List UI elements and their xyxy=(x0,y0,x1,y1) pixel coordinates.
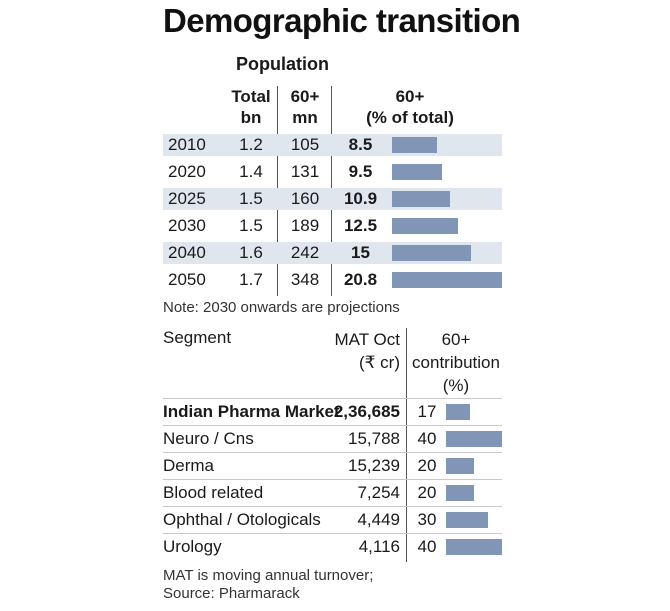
sixty-mn-cell: 242 xyxy=(290,243,320,262)
header-sixty-line2: mn xyxy=(292,108,318,127)
segment-row-rule xyxy=(163,533,502,560)
segment-row-rule xyxy=(163,479,502,506)
pct-value-label: 10.9 xyxy=(343,189,378,208)
segment-name: Blood related xyxy=(163,483,264,502)
mat-value: 15,239 xyxy=(348,456,400,475)
contrib-header: 60+ contribution (%) xyxy=(408,328,504,397)
header-sixty: 60+ mn xyxy=(284,86,326,128)
segment-name: Neuro / Cns xyxy=(163,429,254,448)
row-band xyxy=(163,188,502,210)
mat-header-line1: MAT Oct xyxy=(334,330,401,349)
header-total-line1: Total xyxy=(231,87,271,106)
header-pct-line2: (% of total) xyxy=(366,108,454,127)
contribution-value: 20 xyxy=(417,456,437,475)
total-bn-cell: 1.7 xyxy=(239,270,263,289)
pct-bar xyxy=(392,191,450,207)
contribution-value: 20 xyxy=(417,483,437,502)
pct-bar xyxy=(392,137,437,153)
mat-header: MAT Oct (₹ cr) xyxy=(318,328,401,374)
contribution-value: 40 xyxy=(417,429,437,448)
mat-value: 4,449 xyxy=(357,510,400,529)
contrib-header-line1: 60+ xyxy=(441,330,471,349)
contribution-bar xyxy=(446,404,470,420)
contribution-value: 30 xyxy=(417,510,437,529)
contribution-value: 40 xyxy=(417,537,437,556)
pct-bar xyxy=(392,218,458,234)
segment-name: Derma xyxy=(163,456,215,475)
header-total-line2: bn xyxy=(240,108,262,127)
segment-name: Indian Pharma Market xyxy=(163,402,340,421)
sixty-mn-cell: 348 xyxy=(290,270,320,289)
mat-value: 7,254 xyxy=(357,483,400,502)
header-sixty-line1: 60+ xyxy=(290,87,320,106)
total-bn-cell: 1.4 xyxy=(239,162,263,181)
population-header: Population xyxy=(236,54,329,74)
year-cell: 2020 xyxy=(168,162,206,181)
segment-row-rule xyxy=(163,398,502,425)
pct-value-label: 12.5 xyxy=(343,216,378,235)
pct-value-label: 20.8 xyxy=(343,270,378,289)
contrib-header-line3: (%) xyxy=(442,376,470,395)
segment-row-rule xyxy=(163,506,502,533)
sixty-mn-cell: 189 xyxy=(290,216,320,235)
contribution-bar xyxy=(446,512,488,528)
pct-bar xyxy=(392,164,442,180)
total-bn-cell: 1.5 xyxy=(239,189,263,208)
header-total: Total bn xyxy=(228,86,274,128)
header-pct: 60+ (% of total) xyxy=(350,86,470,128)
chart-title: Demographic transition xyxy=(163,2,521,39)
pct-value-label: 9.5 xyxy=(348,162,373,181)
segment-row-rule xyxy=(163,425,502,452)
segment-row-rule xyxy=(163,452,502,479)
sixty-mn-cell: 131 xyxy=(290,162,320,181)
footnote-source: Source: Pharmarack xyxy=(163,585,300,602)
total-bn-cell: 1.2 xyxy=(239,135,263,154)
pct-value-label: 8.5 xyxy=(348,135,373,154)
total-bn-cell: 1.5 xyxy=(239,216,263,235)
total-bn-cell: 1.6 xyxy=(239,243,263,262)
pct-value-label: 15 xyxy=(351,243,370,262)
segment-name: Urology xyxy=(163,537,222,556)
row-band xyxy=(163,134,502,156)
contribution-bar xyxy=(446,485,474,501)
contribution-bar xyxy=(446,458,474,474)
projection-note: Note: 2030 onwards are projections xyxy=(163,299,400,316)
segment-name: Ophthal / Otologicals xyxy=(163,510,321,529)
year-cell: 2025 xyxy=(168,189,206,208)
contribution-bar xyxy=(446,539,502,555)
year-cell: 2040 xyxy=(168,243,206,262)
mat-header-line2: (₹ cr) xyxy=(358,353,400,372)
footnote-line1: MAT is moving annual turnover; xyxy=(163,567,374,584)
pct-bar xyxy=(392,272,502,288)
year-cell: 2030 xyxy=(168,216,206,235)
sixty-mn-cell: 105 xyxy=(290,135,320,154)
contribution-bar xyxy=(446,431,502,447)
contrib-header-line2: contribution xyxy=(412,353,500,372)
mat-value: 15,788 xyxy=(348,429,400,448)
year-cell: 2010 xyxy=(168,135,206,154)
mat-value: 4,116 xyxy=(358,537,400,556)
segment-header: Segment xyxy=(163,328,232,347)
segment-divider xyxy=(406,328,407,562)
contribution-value: 17 xyxy=(417,402,437,421)
mat-value: 2,36,685 xyxy=(333,402,400,421)
header-pct-line1: 60+ xyxy=(395,87,425,106)
year-cell: 2050 xyxy=(168,270,206,289)
pct-bar xyxy=(392,245,471,261)
sixty-mn-cell: 160 xyxy=(290,189,320,208)
